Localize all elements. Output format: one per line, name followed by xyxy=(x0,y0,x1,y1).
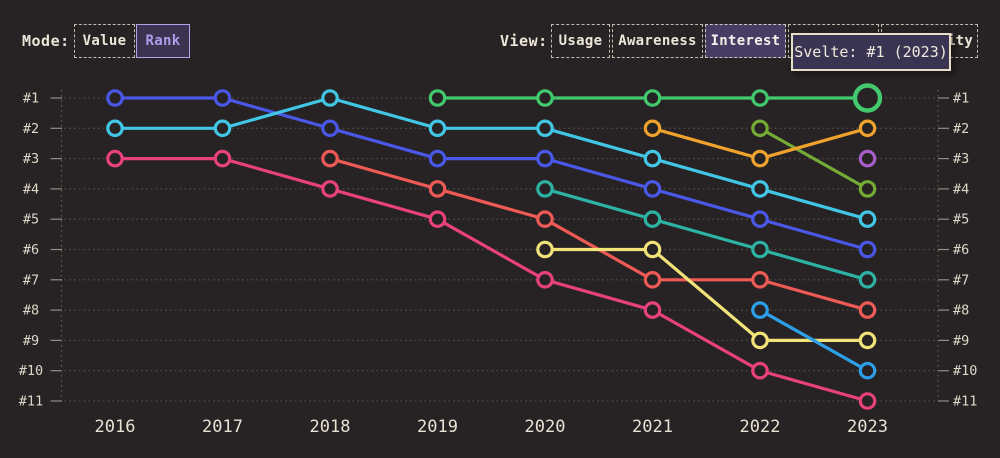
data-point[interactable] xyxy=(751,301,769,319)
rank-label-right: #9 xyxy=(953,333,969,349)
data-point[interactable] xyxy=(858,149,877,168)
data-point[interactable] xyxy=(106,89,124,107)
rank-label-right: #7 xyxy=(953,272,969,288)
series-line-sky-blue xyxy=(758,308,870,373)
series-line-coral xyxy=(328,157,870,312)
tooltip-text: Svelte: #1 (2023) xyxy=(794,43,948,61)
rank-label-left: #11 xyxy=(19,394,43,410)
data-point[interactable] xyxy=(858,210,877,228)
data-point[interactable] xyxy=(858,361,877,380)
data-point[interactable] xyxy=(213,149,232,168)
rank-label-right: #8 xyxy=(953,303,969,319)
data-point[interactable] xyxy=(536,180,554,198)
data-point[interactable] xyxy=(643,89,662,107)
data-point-highlighted[interactable] xyxy=(852,83,883,113)
year-label: 2017 xyxy=(202,417,243,437)
rank-label-right: #5 xyxy=(953,212,969,228)
mode-button-value[interactable]: Value xyxy=(74,24,135,58)
data-point[interactable] xyxy=(428,119,447,138)
data-point[interactable] xyxy=(428,210,447,228)
year-label: 2022 xyxy=(740,417,781,437)
data-point[interactable] xyxy=(213,119,232,138)
rank-label-right: #4 xyxy=(953,181,969,197)
rank-label-left: #4 xyxy=(23,181,39,197)
view-button-usage[interactable]: Usage xyxy=(551,24,610,58)
data-point[interactable] xyxy=(213,89,232,107)
data-point[interactable] xyxy=(536,119,554,138)
rank-label-right: #11 xyxy=(953,394,977,410)
rank-label-right: #10 xyxy=(953,363,977,379)
year-label: 2019 xyxy=(417,417,458,437)
data-point[interactable] xyxy=(751,119,769,138)
data-point[interactable] xyxy=(106,149,124,168)
data-point[interactable] xyxy=(321,89,339,107)
rank-label-left: #8 xyxy=(23,303,39,319)
data-point[interactable] xyxy=(751,149,769,168)
year-label: 2023 xyxy=(847,417,888,437)
data-point[interactable] xyxy=(751,180,769,198)
view-button-interest[interactable]: Interest xyxy=(705,24,786,58)
series-line-royal-blue xyxy=(113,96,870,252)
data-point[interactable] xyxy=(321,149,339,168)
view-button-awareness[interactable]: Awareness xyxy=(612,24,703,58)
data-point[interactable] xyxy=(321,180,339,198)
data-point[interactable] xyxy=(858,270,877,289)
data-point[interactable] xyxy=(536,270,554,289)
rank-label-left: #10 xyxy=(19,363,43,379)
data-point[interactable] xyxy=(536,89,554,107)
data-point[interactable] xyxy=(858,180,877,198)
data-point[interactable] xyxy=(536,149,554,168)
series-line-magenta xyxy=(113,157,870,403)
data-point[interactable] xyxy=(751,331,769,350)
series-line-lime xyxy=(758,126,870,191)
mode-button-rank[interactable]: Rank xyxy=(136,24,190,58)
year-label: 2021 xyxy=(632,417,673,437)
rank-label-right: #2 xyxy=(953,121,969,137)
series-line-cyan xyxy=(113,96,870,221)
data-point[interactable] xyxy=(428,149,447,168)
rank-label-right: #1 xyxy=(953,91,969,107)
rank-label-left: #7 xyxy=(23,272,39,288)
tooltip: Svelte: #1 (2023) xyxy=(791,33,951,71)
year-label: 2016 xyxy=(95,417,136,437)
data-point[interactable] xyxy=(643,180,662,198)
rank-label-left: #1 xyxy=(23,91,39,107)
rank-label-left: #9 xyxy=(23,333,39,349)
data-point[interactable] xyxy=(858,119,877,138)
data-point[interactable] xyxy=(536,240,554,259)
rank-label-right: #3 xyxy=(953,151,969,167)
series-line-teal xyxy=(543,187,870,282)
data-point[interactable] xyxy=(751,240,769,259)
data-point[interactable] xyxy=(428,89,447,107)
data-point[interactable] xyxy=(751,361,769,380)
rank-label-left: #3 xyxy=(23,151,39,167)
data-point[interactable] xyxy=(643,301,662,319)
view-label: View: xyxy=(500,32,548,50)
data-point[interactable] xyxy=(751,210,769,228)
mode-label: Mode: xyxy=(22,32,70,50)
data-point[interactable] xyxy=(858,240,877,259)
data-point[interactable] xyxy=(858,392,877,410)
data-point[interactable] xyxy=(751,270,769,289)
year-label: 2018 xyxy=(310,417,351,437)
data-point[interactable] xyxy=(751,89,769,107)
rank-label-right: #6 xyxy=(953,242,969,258)
rank-label-left: #5 xyxy=(23,212,39,228)
data-point[interactable] xyxy=(858,331,877,350)
data-point[interactable] xyxy=(321,119,339,138)
rank-label-left: #2 xyxy=(23,121,39,137)
data-point[interactable] xyxy=(643,270,662,289)
data-point[interactable] xyxy=(643,149,662,168)
data-point[interactable] xyxy=(643,240,662,259)
data-point[interactable] xyxy=(428,180,447,198)
data-point[interactable] xyxy=(536,210,554,228)
data-point[interactable] xyxy=(106,119,124,138)
data-point[interactable] xyxy=(858,301,877,319)
data-point[interactable] xyxy=(643,210,662,228)
year-label: 2020 xyxy=(525,417,566,437)
data-point[interactable] xyxy=(643,119,662,138)
rank-label-left: #6 xyxy=(23,242,39,258)
